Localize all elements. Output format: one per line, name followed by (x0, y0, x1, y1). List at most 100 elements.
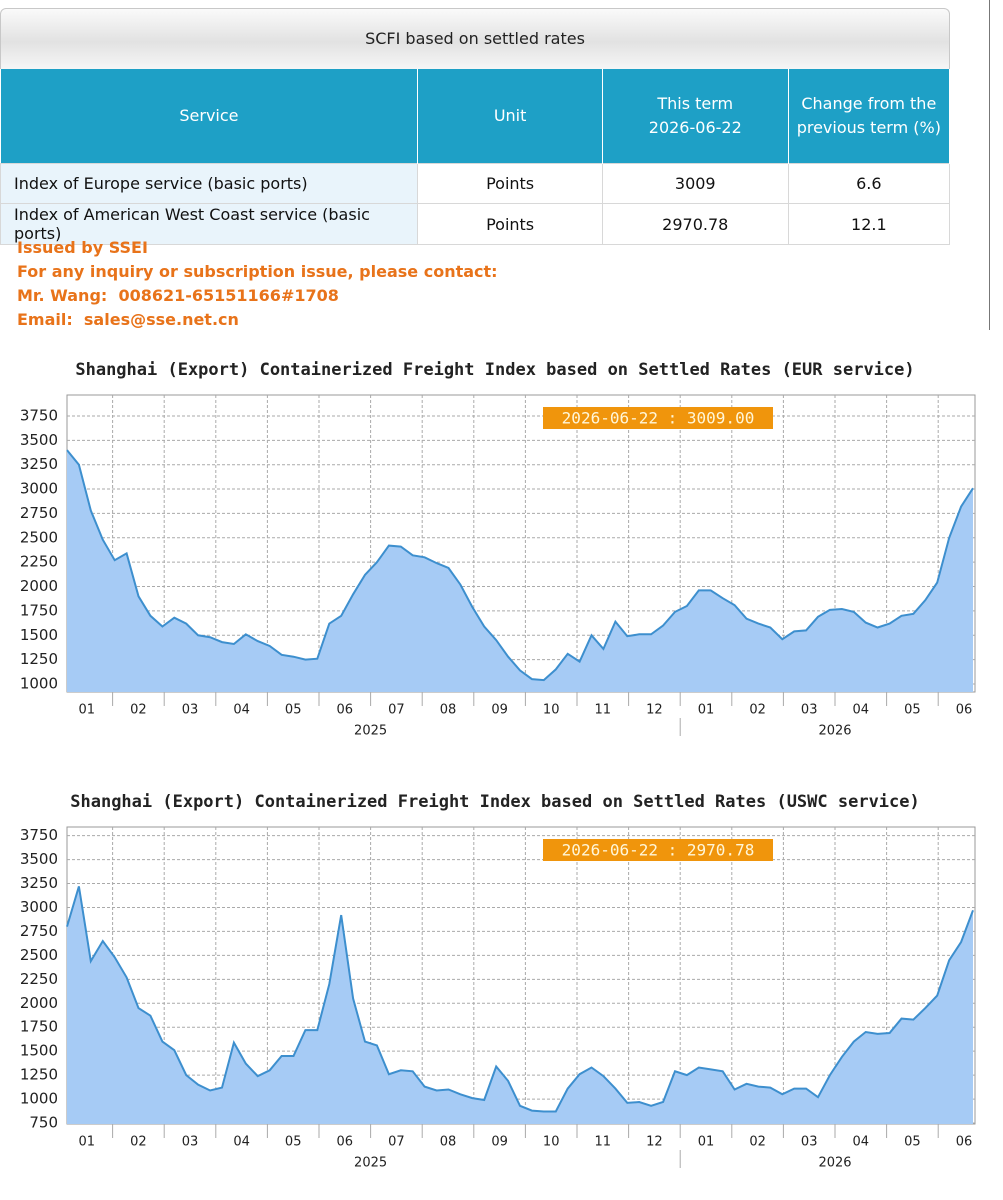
x-tick-label: 06 (337, 1135, 354, 1150)
y-tick-label: 3500 (20, 431, 58, 449)
header-line: Change from the (801, 94, 937, 113)
x-tick-label: 04 (853, 703, 870, 718)
header-line: Unit (493, 106, 527, 125)
contact-info: Issued by SSEI For any inquiry or subscri… (17, 236, 498, 332)
x-tick-label: 04 (233, 1135, 250, 1150)
area-line (66, 449, 974, 682)
x-tick-label: 05 (904, 703, 921, 718)
chart-title: Shanghai (Export) Containerized Freight … (70, 792, 920, 812)
year-label: 2025 (354, 724, 387, 739)
header-cell: Service (0, 69, 419, 164)
x-tick-label: 12 (646, 1135, 663, 1150)
x-tick-label: 09 (491, 1135, 508, 1150)
table-cell: Index of American West Coast service (ba… (0, 203, 419, 245)
header-line: previous term (%) (796, 118, 941, 137)
header-cell: Unit (417, 69, 603, 164)
y-tick-label: 2750 (20, 922, 58, 940)
annotation-box (543, 407, 773, 429)
x-tick-label: 04 (233, 703, 250, 718)
y-tick-label: 2250 (20, 970, 58, 988)
y-tick-label: 3000 (20, 898, 58, 916)
header-cell: Change from the previous term (%) (788, 69, 951, 164)
x-tick-label: 12 (646, 703, 663, 718)
charts: Shanghai (Export) Containerized Freight … (20, 360, 976, 1171)
year-label: 2026 (818, 724, 851, 739)
y-tick-label: 1250 (20, 650, 58, 668)
table-cell: Points (417, 163, 603, 204)
y-tick-label: 2500 (20, 528, 58, 546)
table-cell: Index of Europe service (basic ports) (0, 163, 419, 204)
y-tick-label: 1500 (20, 1042, 58, 1060)
header-cell: This term 2026-06-22 (602, 69, 789, 164)
area-fill (67, 886, 973, 1124)
x-tick-label: 04 (853, 1135, 870, 1150)
x-tick-label: 06 (956, 703, 973, 718)
x-tick-label: 06 (337, 703, 354, 718)
annotation: 2026-06-22 : 3009.00 (562, 409, 755, 428)
x-tick-label: 03 (801, 703, 818, 718)
x-tick-label: 07 (388, 1135, 405, 1150)
contact-line: Mr. Wang: 008621-65151166#1708 (17, 286, 339, 305)
x-tick-label: 03 (801, 1135, 818, 1150)
table-cell: 6.6 (787, 163, 951, 204)
header-line: Service (179, 106, 239, 125)
y-tick-label: 3750 (20, 406, 58, 424)
area-line (66, 886, 974, 1113)
x-tick-label: 05 (285, 703, 302, 718)
area-fill (67, 450, 973, 692)
contact-line: Issued by SSEI (17, 238, 148, 257)
y-tick-label: 1250 (20, 1066, 58, 1084)
x-tick-label: 02 (749, 703, 766, 718)
contact-line: For any inquiry or subscription issue, p… (17, 262, 498, 281)
x-tick-label: 02 (130, 1135, 147, 1150)
y-tick-label: 2250 (20, 553, 58, 571)
header-line: 2026-06-22 (648, 118, 742, 137)
x-tick-label: 09 (491, 703, 508, 718)
x-tick-label: 06 (956, 1135, 973, 1150)
x-tick-label: 07 (388, 703, 405, 718)
x-tick-label: 03 (182, 1135, 199, 1150)
y-tick-label: 3250 (20, 874, 58, 892)
x-tick-label: 05 (285, 1135, 302, 1150)
y-tick-label: 2000 (20, 994, 58, 1012)
x-tick-label: 08 (440, 1135, 457, 1150)
table-cell: Points (417, 203, 603, 245)
y-tick-label: 1000 (20, 675, 58, 693)
y-tick-label: 3000 (20, 480, 58, 498)
y-tick-label: 3250 (20, 455, 58, 473)
x-tick-label: 10 (543, 1135, 560, 1150)
x-tick-label: 10 (543, 703, 560, 718)
table-cell: 2970.78 (601, 203, 789, 245)
x-tick-label: 05 (904, 1135, 921, 1150)
table-panel: SCFI based on settled rates Service Unit T… (0, 8, 951, 245)
y-tick-label: 1750 (20, 601, 58, 619)
y-tick-label: 1500 (20, 626, 58, 644)
x-tick-label: 01 (698, 1135, 715, 1150)
table-row: Index of Europe service (basic ports) Poi… (0, 163, 951, 204)
table-caption: SCFI based on settled rates (0, 8, 950, 69)
chart-title: Shanghai (Export) Containerized Freight … (75, 360, 914, 380)
x-tick-label: 01 (79, 1135, 96, 1150)
header-line: This term (657, 94, 734, 113)
y-tick-label: 2500 (20, 946, 58, 964)
x-tick-label: 01 (79, 703, 96, 718)
x-tick-label: 01 (698, 703, 715, 718)
table-cell: 12.1 (787, 203, 951, 245)
y-tick-label: 750 (29, 1114, 58, 1132)
year-label: 2026 (818, 1156, 851, 1171)
contact-line: Email: sales@sse.net.cn (17, 310, 239, 329)
table-row: Index of American West Coast service (ba… (0, 203, 951, 245)
table-cell: 3009 (601, 163, 789, 204)
y-tick-label: 2750 (20, 504, 58, 522)
y-tick-label: 1000 (20, 1090, 58, 1108)
y-tick-label: 3500 (20, 850, 58, 868)
y-tick-label: 1750 (20, 1018, 58, 1036)
x-tick-label: 08 (440, 703, 457, 718)
annotation: 2026-06-22 : 2970.78 (562, 841, 755, 860)
plot-area (66, 826, 976, 1125)
table: Service Unit This term 2026-06-22 Change fro… (0, 69, 951, 245)
x-tick-label: 11 (595, 1135, 612, 1150)
border (989, 0, 990, 330)
y-tick-label: 3750 (20, 826, 58, 844)
